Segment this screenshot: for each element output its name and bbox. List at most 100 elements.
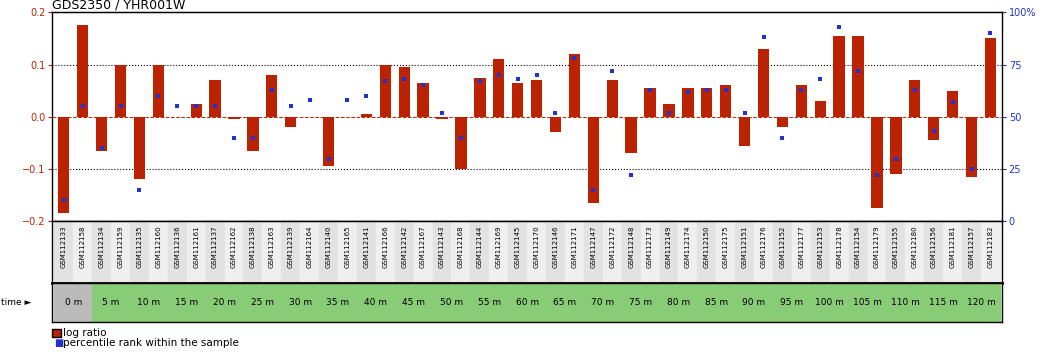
Text: GSM112146: GSM112146 [553,225,558,268]
Bar [962,283,1000,322]
Text: 35 m: 35 m [326,298,349,307]
Text: GSM112134: GSM112134 [99,225,105,268]
Text: GSM112150: GSM112150 [704,225,710,268]
Bar [394,283,432,322]
Text: 120 m: 120 m [966,298,996,307]
Text: time ►: time ► [1,298,31,307]
Text: 115 m: 115 m [928,298,958,307]
Bar [508,283,547,322]
Bar [111,221,130,283]
Bar [909,80,920,117]
Text: GSM112180: GSM112180 [912,225,918,268]
Bar [698,221,716,283]
Bar [792,221,811,283]
Bar [947,91,959,117]
Text: log ratio: log ratio [63,328,106,338]
Text: GSM112170: GSM112170 [534,225,539,268]
Text: GSM112161: GSM112161 [193,225,199,268]
Text: 30 m: 30 m [288,298,312,307]
Text: percentile rank within the sample: percentile rank within the sample [63,338,239,348]
Bar [886,221,905,283]
Bar [641,221,660,283]
Text: GSM112142: GSM112142 [401,225,407,268]
Bar [394,221,413,283]
Bar [243,283,281,322]
Bar [754,221,773,283]
Bar [95,117,107,151]
Bar [229,117,239,119]
Text: 55 m: 55 m [477,298,500,307]
Bar [248,117,259,151]
Bar [776,117,788,127]
Text: GSM112164: GSM112164 [306,225,313,268]
Bar [130,283,168,322]
Bar [811,283,849,322]
Bar [474,78,486,117]
Text: 70 m: 70 m [592,298,615,307]
Bar [720,85,731,117]
Bar [738,117,750,145]
Bar [981,221,1000,283]
Text: 10 m: 10 m [137,298,160,307]
Bar [114,64,126,117]
Bar [622,283,660,322]
Bar [868,221,886,283]
Text: GSM112168: GSM112168 [458,225,464,268]
Bar [795,85,807,117]
Text: GSM112141: GSM112141 [363,225,369,268]
Text: GSM112152: GSM112152 [779,225,786,268]
Text: 20 m: 20 m [213,298,236,307]
Bar [565,221,584,283]
Bar [735,221,754,283]
Text: GSM112177: GSM112177 [798,225,805,268]
Bar [773,283,811,322]
Bar [418,83,429,117]
Text: GSM112174: GSM112174 [685,225,691,268]
Bar [357,283,394,322]
Bar [319,221,338,283]
Bar [985,39,997,117]
Text: GSM112155: GSM112155 [893,225,899,268]
Text: GSM112133: GSM112133 [61,225,67,268]
Text: GSM112144: GSM112144 [477,225,483,268]
Bar [92,221,111,283]
Text: GSM112175: GSM112175 [723,225,729,268]
Bar [266,75,278,117]
Text: GSM112163: GSM112163 [269,225,275,268]
Text: GSM112136: GSM112136 [174,225,180,268]
Text: GSM112158: GSM112158 [80,225,86,268]
Bar [943,221,962,283]
Text: 105 m: 105 m [853,298,882,307]
Bar [849,221,868,283]
Bar [376,221,394,283]
Text: GSM112154: GSM112154 [855,225,861,268]
Bar [168,283,206,322]
Text: GSM112169: GSM112169 [496,225,501,268]
Text: GSM112140: GSM112140 [325,225,331,268]
Bar [224,221,243,283]
Text: 0 m: 0 m [65,298,82,307]
Text: GSM112139: GSM112139 [287,225,294,268]
Bar [962,221,981,283]
Bar [735,283,773,322]
Text: GSM112135: GSM112135 [136,225,143,268]
Bar [168,221,187,283]
Text: GSM112173: GSM112173 [647,225,654,268]
Bar [584,283,622,322]
Bar [361,114,372,117]
Text: GSM112151: GSM112151 [742,225,748,268]
Bar [338,221,357,283]
Bar [206,283,243,322]
Text: GSM112162: GSM112162 [231,225,237,268]
Bar [357,221,376,283]
Bar [569,54,580,117]
Bar [281,221,300,283]
Text: GSM112143: GSM112143 [440,225,445,268]
Bar [644,88,656,117]
Text: 40 m: 40 m [364,298,387,307]
Bar [606,80,618,117]
Bar [470,221,489,283]
Bar [701,88,712,117]
Bar [527,221,547,283]
Text: GSM112148: GSM112148 [628,225,635,268]
